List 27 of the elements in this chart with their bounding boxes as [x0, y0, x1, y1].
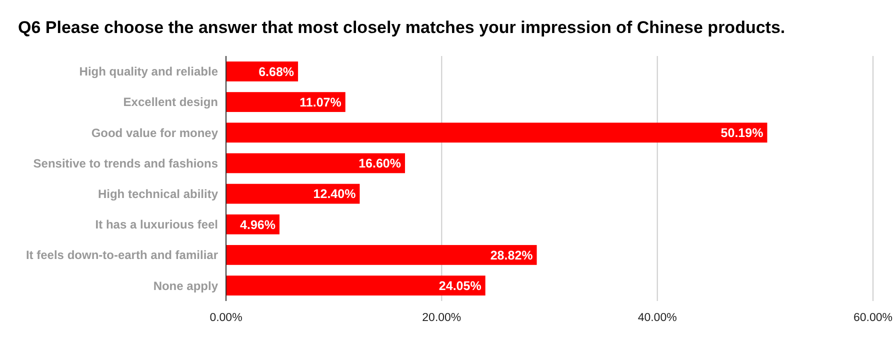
data-label: 12.40%	[313, 187, 356, 202]
y-tick-label: Sensitive to trends and fashions	[33, 156, 218, 170]
y-tick-label: Good value for money	[91, 126, 218, 140]
x-tick-label: 20.00%	[422, 312, 462, 324]
bar	[226, 245, 537, 265]
y-tick-label: It has a luxurious feel	[95, 218, 218, 232]
bar	[226, 92, 346, 112]
y-tick-label: High technical ability	[98, 186, 218, 201]
chart-title: Q6 Please choose the answer that most closely matches your impression of Chinese products.	[18, 18, 786, 37]
y-tick-label: Excellent design	[123, 95, 218, 110]
x-tick-label: 40.00%	[638, 312, 677, 324]
data-label: 4.96%	[240, 218, 276, 232]
bar	[226, 276, 486, 296]
data-label: 50.19%	[720, 126, 764, 140]
bar	[226, 153, 406, 174]
y-tick-label: High quality and reliable	[79, 64, 218, 79]
data-label: 24.05%	[438, 278, 482, 293]
x-tick-label: 60.00%	[853, 312, 893, 324]
data-label: 28.82%	[490, 248, 533, 262]
data-label: 6.68%	[258, 64, 294, 79]
data-label: 11.07%	[300, 95, 342, 110]
data-label: 16.60%	[358, 156, 402, 171]
bar	[226, 184, 360, 204]
bar	[226, 122, 768, 143]
y-tick-label: None apply	[153, 278, 218, 293]
x-tick-label: 0.00%	[210, 312, 242, 324]
y-tick-label: It feels down-to-earth and familiar	[26, 248, 218, 262]
